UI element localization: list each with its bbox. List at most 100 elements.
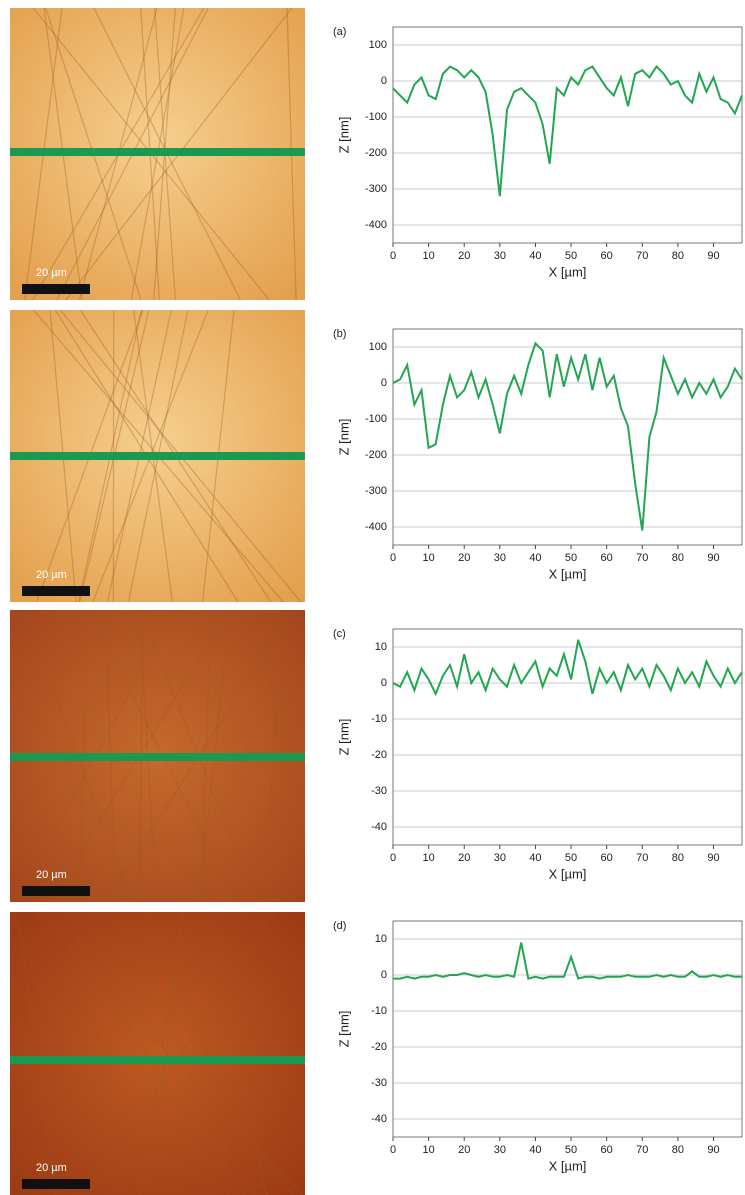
plot-frame [392,328,743,546]
x-tick-label: 90 [707,250,719,262]
profile-line [10,1056,305,1064]
y-tick-label: -40 [371,1113,387,1125]
x-axis-label: X [µm] [549,866,587,881]
y-tick-label: 0 [381,377,387,389]
scale-label: 20 µm [36,569,67,581]
y-tick-label: 10 [375,933,387,945]
profile-line [392,639,743,697]
x-tick-label: 20 [458,1144,470,1156]
y-tick-label: 10 [375,641,387,653]
x-tick-label: 20 [458,552,470,564]
scale-label: 20 µm [36,1162,67,1174]
y-tick-label: -100 [365,413,387,425]
x-tick-label: 30 [494,1144,506,1156]
panel-label: (a) [333,26,346,38]
y-tick-label: 0 [381,677,387,689]
x-tick-label: 30 [494,552,506,564]
afm-image [10,912,305,1195]
plot-frame [392,628,743,846]
x-tick-label: 40 [529,250,541,262]
x-tick-label: 80 [672,852,684,864]
scale-bar [22,1179,90,1189]
afm-images: 20 µm 20 µm 20 µm 20 µm [10,7,305,1195]
x-tick-label: 50 [565,1144,577,1156]
y-tick-label: -30 [371,785,387,797]
y-tick-label: -300 [365,183,387,195]
scratch [204,911,268,1195]
x-tick-label: 0 [390,1144,396,1156]
scratch [211,911,229,1195]
x-tick-label: 80 [672,552,684,564]
y-axis-label: Z [nm] [336,117,351,154]
profile-line [10,452,305,460]
x-tick-label: 0 [390,250,396,262]
x-tick-label: 90 [707,852,719,864]
scratch [46,911,245,1195]
scale-bar [22,284,90,294]
y-tick-label: -100 [365,111,387,123]
scratch [16,911,57,1195]
x-tick-label: 0 [390,552,396,564]
y-tick-label: -400 [365,521,387,533]
y-tick-label: -20 [371,1041,387,1053]
y-tick-label: -30 [371,1077,387,1089]
scratch [144,911,268,1195]
scratch [139,911,184,1195]
x-tick-label: 90 [707,552,719,564]
y-tick-label: 100 [369,39,387,51]
y-axis-label: Z [nm] [336,1011,351,1048]
x-tick-label: 50 [565,250,577,262]
x-tick-label: 90 [707,1144,719,1156]
panel-label: (d) [333,920,346,932]
y-tick-label: -40 [371,821,387,833]
y-tick-label: -200 [365,449,387,461]
x-tick-label: 60 [601,1144,613,1156]
x-tick-label: 70 [636,1144,648,1156]
y-tick-label: -10 [371,713,387,725]
x-tick-label: 10 [422,1144,434,1156]
profile-line [392,341,743,531]
x-tick-label: 70 [636,250,648,262]
scratch [11,911,117,1195]
x-tick-label: 80 [672,1144,684,1156]
x-tick-label: 50 [565,552,577,564]
x-tick-label: 60 [601,552,613,564]
profile-line [10,148,305,156]
x-tick-label: 30 [494,852,506,864]
x-tick-label: 70 [636,552,648,564]
x-tick-label: 80 [672,250,684,262]
profile-line [393,942,742,980]
profile-line [10,753,305,761]
y-axis-label: Z [nm] [336,419,351,456]
x-tick-label: 20 [458,250,470,262]
x-tick-label: 50 [565,852,577,864]
scratch [35,911,303,1195]
x-tick-label: 10 [422,852,434,864]
scale-label: 20 µm [36,267,67,279]
panel-label: (b) [333,328,346,340]
scale-bar [22,886,90,896]
scratch [72,911,127,1195]
x-tick-label: 10 [422,250,434,262]
y-tick-label: -400 [365,219,387,231]
y-tick-label: -20 [371,749,387,761]
y-tick-label: -10 [371,1005,387,1017]
scale-label: 20 µm [36,869,67,881]
x-tick-label: 30 [494,250,506,262]
y-axis-label: Z [nm] [336,719,351,756]
y-tick-label: 100 [369,341,387,353]
x-axis-label: X [µm] [549,1158,587,1173]
scale-bar [22,586,90,596]
scratch [147,911,184,1195]
x-tick-label: 20 [458,852,470,864]
x-tick-label: 60 [601,852,613,864]
profile-line [392,65,743,197]
plot-frame [392,26,743,244]
x-tick-label: 40 [529,852,541,864]
plot-frame [392,920,743,1138]
scratch [77,911,256,1195]
x-tick-label: 10 [422,552,434,564]
x-tick-label: 40 [529,552,541,564]
